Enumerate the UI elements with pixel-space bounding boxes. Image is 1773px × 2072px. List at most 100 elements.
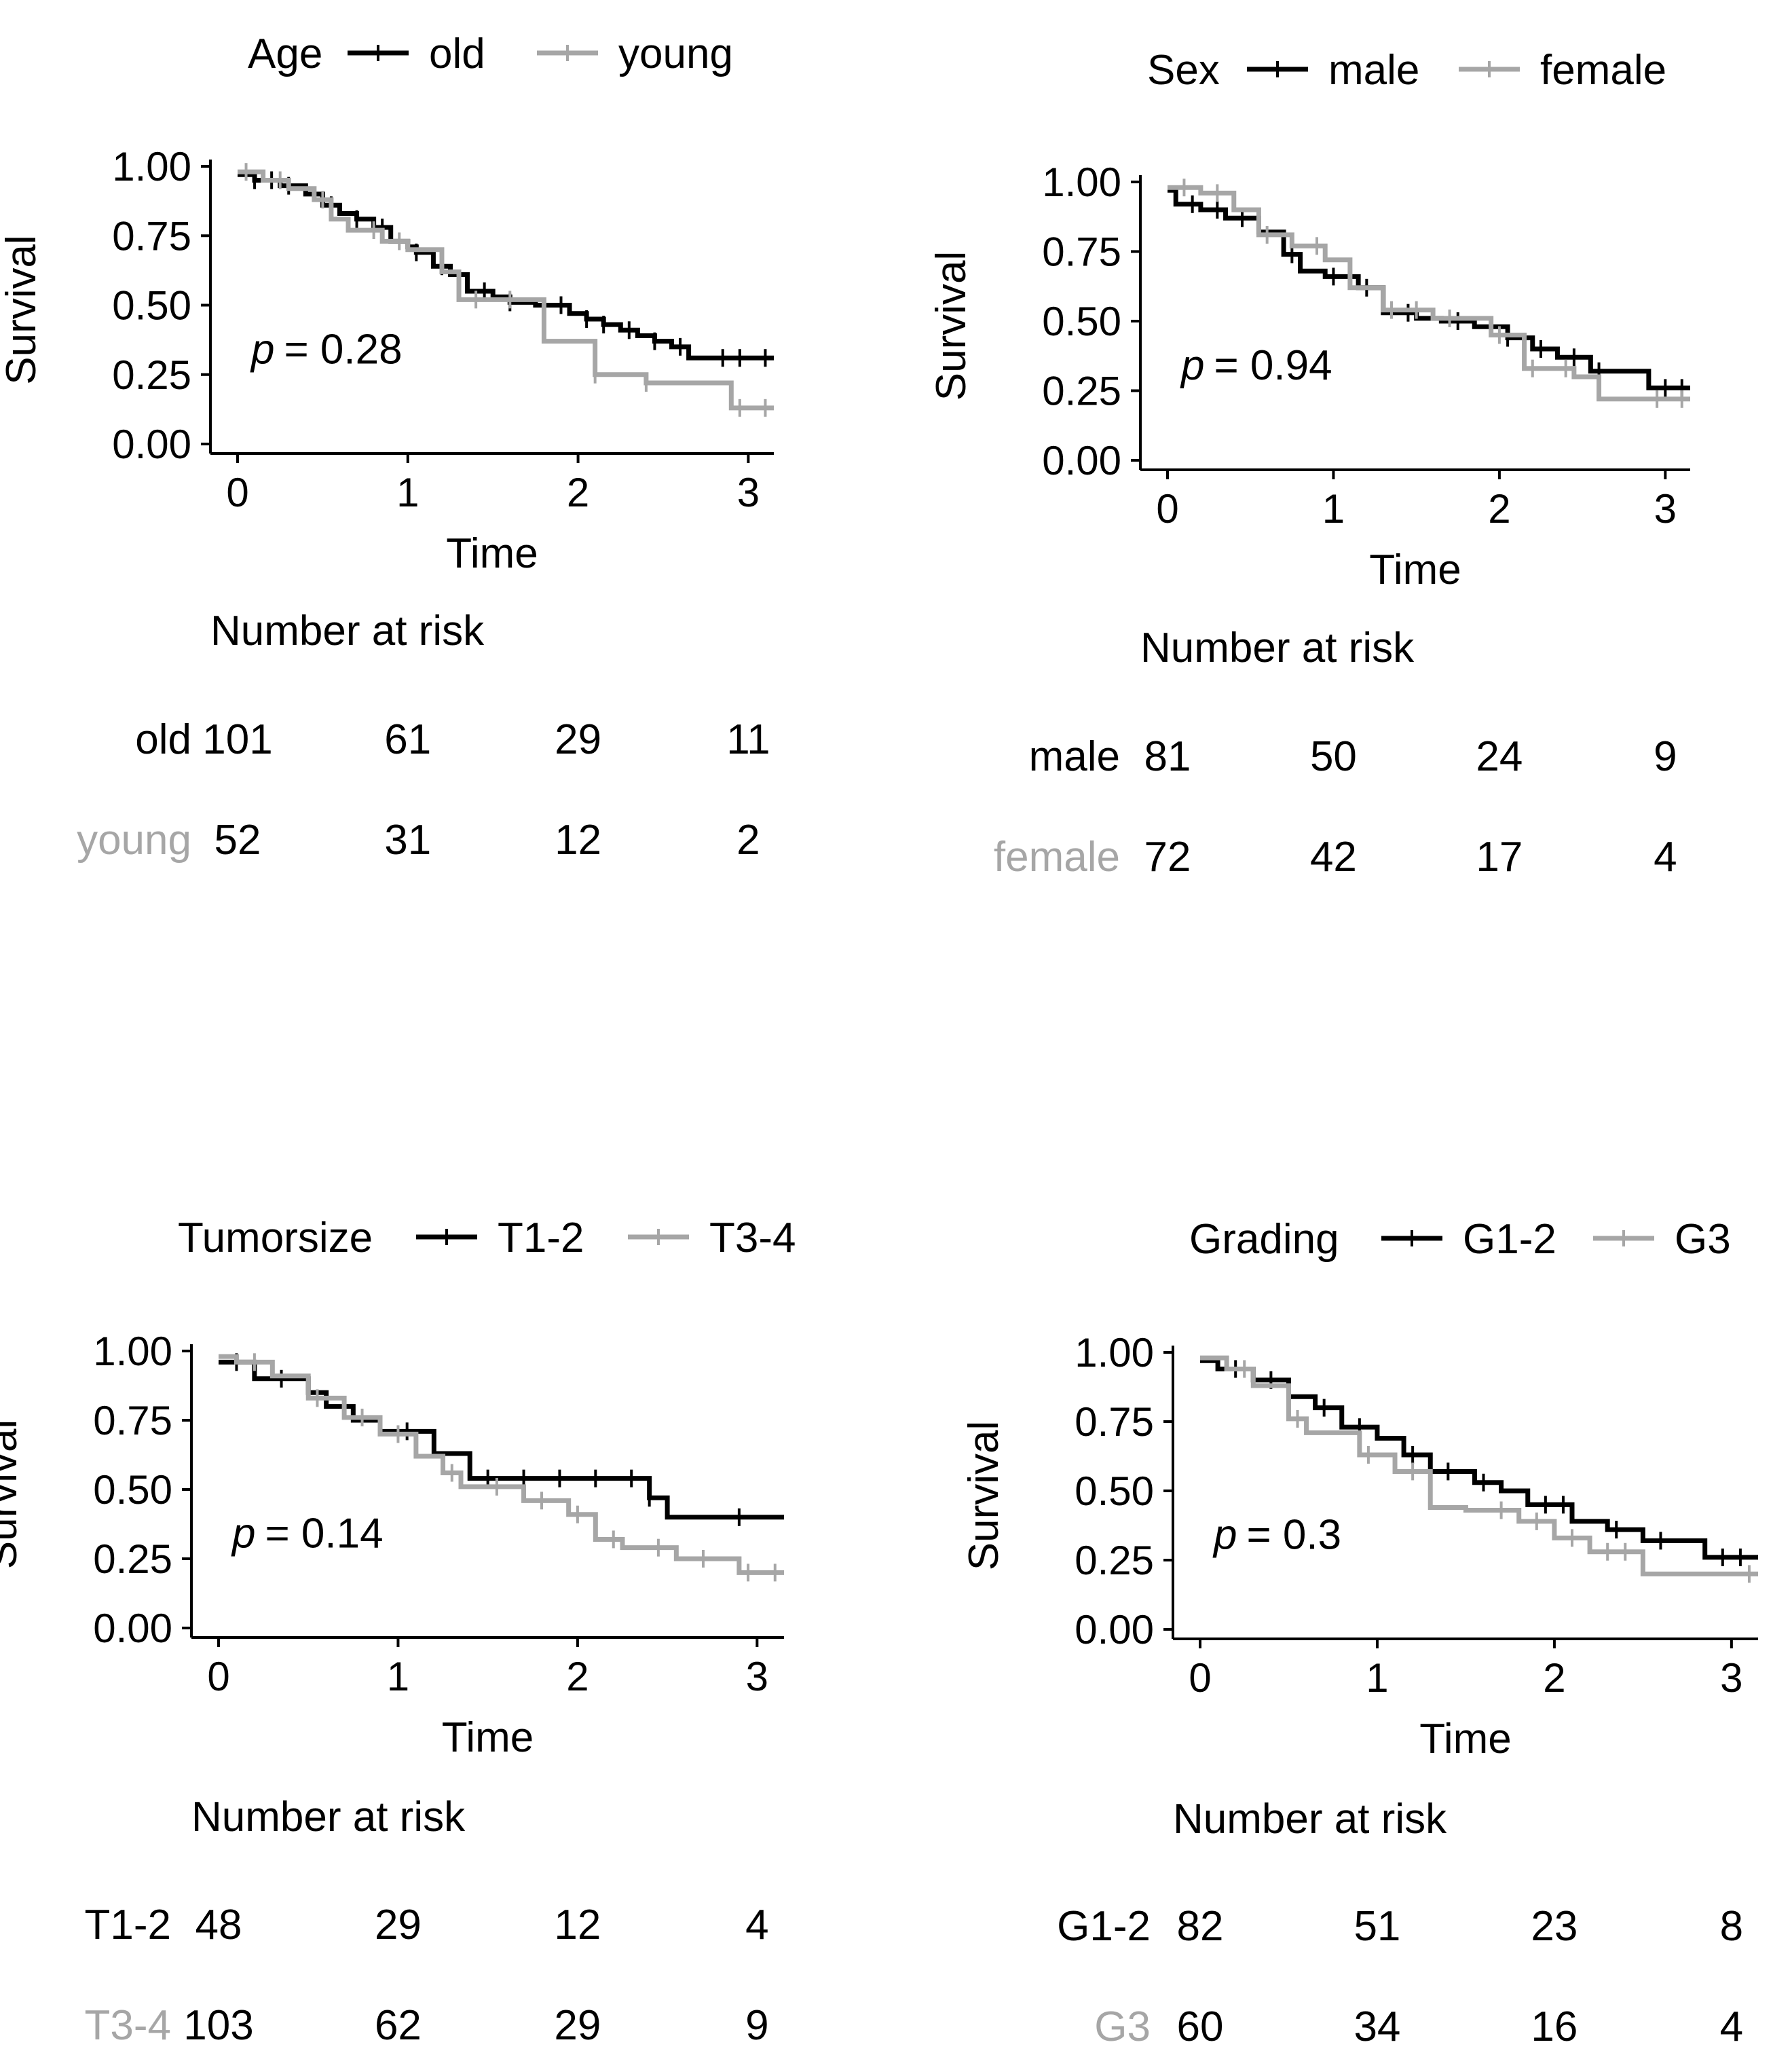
p-value-annotation: p = 0.94 — [1180, 342, 1332, 389]
x-tick-label: 1 — [387, 1654, 409, 1699]
y-tick-label: 0.50 — [112, 283, 191, 329]
risk-row-label: old — [135, 716, 191, 763]
risk-count: 51 — [1354, 1903, 1400, 1950]
y-tick-label: 0.00 — [112, 422, 191, 467]
risk-count: 52 — [214, 817, 261, 864]
x-tick-label: 0 — [226, 470, 248, 515]
km-step-line — [219, 1359, 784, 1520]
y-tick-label: 1.00 — [112, 144, 191, 189]
risk-count: 23 — [1531, 1903, 1578, 1950]
p-symbol: p — [231, 1511, 255, 1557]
x-axis-label: Time — [446, 530, 538, 577]
km-panel-2: Sex male female 0.00 0.25 0.50 0.75 1.00 0 1 2 3 Tim… — [928, 47, 1690, 881]
legend-title: Grading — [1189, 1216, 1339, 1263]
x-tick-label: 3 — [1720, 1655, 1742, 1701]
km-curve-2 — [238, 163, 774, 417]
y-tick-label: 0.00 — [93, 1606, 172, 1651]
legend-label-2: young — [618, 31, 733, 77]
p-value: = 0.3 — [1246, 1512, 1341, 1559]
risk-table-title: Number at risk — [191, 1794, 466, 1840]
y-tick-label: 0.25 — [93, 1536, 172, 1582]
km-panel-3: Tumorsize T1-2 T3-40.000.250.500.751.000 1 2… — [0, 1215, 796, 2049]
risk-count: 17 — [1476, 834, 1523, 881]
legend-title: Age — [248, 31, 322, 77]
km-curve-1 — [219, 1353, 784, 1526]
x-tick-label: 2 — [566, 1654, 589, 1699]
x-axis-label: Time — [1369, 547, 1461, 593]
y-tick-label: 1.00 — [1075, 1330, 1154, 1375]
risk-row-label: G3 — [1094, 2003, 1151, 2050]
risk-count: 34 — [1354, 2003, 1400, 2050]
y-axis-label: Survival — [0, 1420, 26, 1570]
p-value-annotation: p = 0.14 — [231, 1511, 384, 1557]
risk-count: 4 — [745, 1902, 768, 1948]
p-value-annotation: p = 0.28 — [250, 326, 403, 373]
km-panel-4: Grading G1-2 G30.000.250.500.751.000 1 2 3Tim… — [960, 1216, 1758, 2050]
km-curve-2 — [1200, 1355, 1758, 1583]
risk-count: 101 — [202, 716, 272, 763]
risk-count: 62 — [375, 2002, 422, 2049]
x-axis-label: Time — [442, 1714, 534, 1761]
km-curve-2 — [1168, 179, 1690, 408]
risk-count: 12 — [554, 1902, 601, 1948]
x-tick-label: 2 — [1543, 1655, 1565, 1701]
x-tick-label: 0 — [1189, 1655, 1211, 1701]
km-step-line — [1200, 1358, 1758, 1560]
x-tick-label: 1 — [1322, 486, 1345, 532]
y-tick-label: 0.75 — [1042, 229, 1121, 275]
p-symbol: p — [250, 326, 274, 373]
risk-count: 48 — [195, 1902, 242, 1948]
legend-label-1: male — [1328, 47, 1419, 94]
risk-table: Number at risk T1-2 48 29 12 4 T3-4 103 62 29 9 — [85, 1794, 769, 2049]
legend: Grading G1-2 G3 — [1189, 1216, 1731, 1263]
risk-row-label: young — [77, 817, 191, 864]
p-value: = 0.28 — [284, 326, 402, 373]
x-tick-label: 2 — [1488, 486, 1510, 532]
risk-row-label: female — [994, 834, 1120, 881]
risk-count: 8 — [1720, 1903, 1743, 1950]
risk-row-label: male — [1029, 733, 1120, 780]
y-tick-label: 0.75 — [1075, 1399, 1154, 1445]
risk-count: 4 — [1720, 2003, 1743, 2050]
legend-label-2: G3 — [1675, 1216, 1731, 1263]
risk-table-title: Number at risk — [1140, 625, 1415, 671]
legend-title: Tumorsize — [178, 1215, 373, 1261]
x-tick-label: 3 — [1654, 486, 1677, 532]
y-tick-label: 0.50 — [93, 1467, 172, 1513]
risk-table: Number at risk old 101 61 29 11 young 52 31 12 2 — [77, 608, 770, 864]
risk-table-title: Number at risk — [210, 608, 485, 654]
p-value: = 0.14 — [265, 1511, 383, 1557]
y-axis-label: Survival — [960, 1421, 1007, 1571]
y-tick-label: 1.00 — [1042, 160, 1121, 205]
risk-count: 29 — [554, 2002, 601, 2049]
risk-count: 31 — [384, 817, 431, 864]
km-step-line — [238, 169, 774, 411]
km-curve-2 — [219, 1353, 784, 1582]
legend: Sex male female — [1147, 47, 1666, 94]
legend-label-2: T3-4 — [709, 1215, 796, 1261]
legend: Age old young — [248, 31, 733, 77]
risk-count: 103 — [183, 2002, 253, 2049]
y-tick-label: 0.25 — [1042, 369, 1121, 414]
risk-count: 50 — [1310, 733, 1357, 780]
y-axis-label: Survival — [928, 251, 975, 401]
risk-count: 11 — [726, 716, 770, 763]
p-value-annotation: p = 0.3 — [1212, 1512, 1341, 1559]
x-tick-label: 1 — [1366, 1655, 1388, 1701]
x-axis-label: Time — [1419, 1716, 1511, 1762]
risk-count: 2 — [736, 817, 760, 864]
legend-label-2: female — [1540, 47, 1666, 94]
y-tick-label: 0.00 — [1042, 438, 1121, 483]
risk-count: 81 — [1144, 733, 1191, 780]
risk-table: Number at risk male 81 50 24 9 female 72 42 17 4 — [994, 625, 1677, 881]
risk-count: 9 — [1654, 733, 1677, 780]
p-symbol: p — [1212, 1512, 1237, 1559]
risk-row-label: G1-2 — [1057, 1903, 1151, 1950]
risk-count: 16 — [1531, 2003, 1578, 2050]
legend-title: Sex — [1147, 47, 1220, 94]
risk-row-label: T3-4 — [85, 2002, 171, 2049]
risk-count: 9 — [745, 2002, 768, 2049]
legend: Tumorsize T1-2 T3-4 — [178, 1215, 796, 1261]
